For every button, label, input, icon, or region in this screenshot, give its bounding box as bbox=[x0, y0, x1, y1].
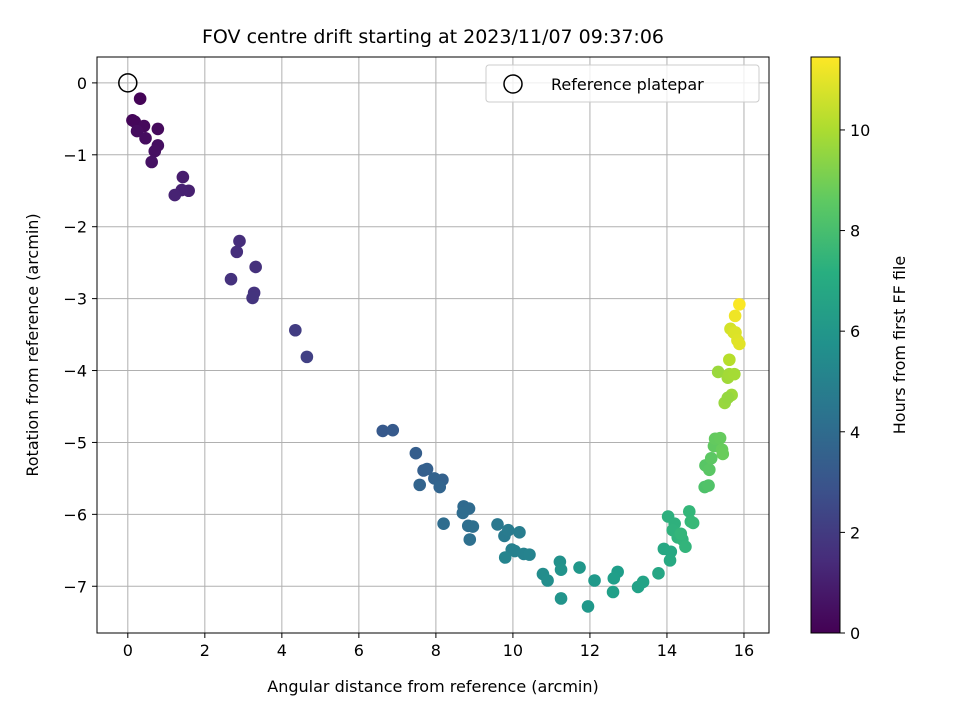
scatter-point bbox=[176, 170, 190, 184]
scatter-point bbox=[413, 478, 427, 492]
reference-point bbox=[118, 73, 138, 93]
colorbar-ticks: 0 2 4 6 8 10 bbox=[840, 121, 870, 643]
scatter-point bbox=[663, 554, 677, 567]
x-tick-label: 10 bbox=[503, 641, 523, 660]
scatter-point bbox=[554, 592, 568, 605]
y-tick-label: −6 bbox=[63, 505, 87, 524]
scatter-point bbox=[498, 551, 512, 564]
scatter-point bbox=[463, 533, 477, 546]
scatter-point bbox=[168, 188, 182, 202]
colorbar-tick-label: 0 bbox=[850, 624, 860, 643]
scatter-point bbox=[636, 575, 650, 589]
scatter-point bbox=[420, 462, 434, 476]
scatter-point bbox=[376, 424, 390, 438]
x-tick-label: 8 bbox=[431, 641, 441, 660]
x-tick-label: 0 bbox=[123, 641, 133, 660]
scatter-point bbox=[723, 353, 736, 367]
scatter-point bbox=[728, 309, 742, 323]
y-tick-label: −4 bbox=[63, 362, 87, 381]
y-tick-label: −3 bbox=[63, 290, 87, 309]
colorbar: 0 2 4 6 8 10 Hours from first FF file bbox=[810, 56, 909, 643]
legend-marker bbox=[503, 74, 523, 94]
scatter-point bbox=[145, 155, 158, 169]
x-tick-label: 6 bbox=[354, 641, 364, 660]
scatter-point bbox=[133, 92, 147, 106]
x-tick-label: 16 bbox=[734, 641, 754, 660]
x-tick-label: 14 bbox=[657, 641, 677, 660]
y-tick-label: −2 bbox=[63, 218, 87, 237]
legend-label: Reference platepar bbox=[551, 75, 704, 94]
scatter-point bbox=[607, 572, 621, 585]
scatter-point bbox=[139, 131, 152, 145]
scatter-point bbox=[674, 527, 688, 541]
scatter-point bbox=[437, 517, 450, 530]
colorbar-gradient bbox=[810, 56, 841, 634]
scatter-point bbox=[433, 480, 447, 494]
scatter-point bbox=[704, 451, 718, 465]
y-tick-label: −7 bbox=[63, 577, 87, 596]
scatter-point bbox=[573, 561, 586, 574]
colorbar-tick-label: 4 bbox=[850, 423, 860, 442]
scatter-point bbox=[703, 463, 716, 477]
scatter-point bbox=[581, 600, 595, 613]
scatter-point bbox=[300, 350, 314, 364]
x-tick-label: 12 bbox=[580, 641, 600, 660]
scatter-point bbox=[652, 567, 665, 580]
y-tick-label: −1 bbox=[63, 146, 87, 165]
scatter-point bbox=[711, 365, 725, 379]
scatter-point bbox=[733, 337, 746, 351]
colorbar-tick-label: 8 bbox=[850, 222, 860, 241]
scatter-point bbox=[130, 124, 144, 138]
x-tick-label: 4 bbox=[277, 641, 287, 660]
x-axis-label: Angular distance from reference (arcmin) bbox=[267, 677, 598, 696]
y-ticks: 0 −1 −2 −3 −4 −5 −6 −7 bbox=[63, 74, 97, 596]
scatter-point bbox=[716, 447, 730, 461]
scatter-point bbox=[501, 523, 515, 537]
scatter-point bbox=[721, 391, 735, 405]
legend-box bbox=[485, 64, 760, 103]
grid bbox=[97, 57, 769, 633]
scatter-point bbox=[682, 505, 696, 518]
scatter-point bbox=[233, 234, 246, 248]
colorbar-label: Hours from first FF file bbox=[890, 256, 909, 435]
scatter-point bbox=[246, 291, 259, 305]
scatter-point bbox=[588, 574, 601, 587]
scatter-point bbox=[148, 144, 162, 158]
scatter-point bbox=[679, 540, 692, 554]
scatter-point bbox=[386, 423, 400, 437]
colorbar-tick-label: 10 bbox=[850, 121, 870, 140]
scatter-point bbox=[491, 518, 504, 531]
scatter-point bbox=[733, 298, 746, 311]
plot-frame bbox=[96, 56, 770, 634]
scatter-point bbox=[289, 323, 302, 337]
scatter-point bbox=[409, 446, 423, 460]
scatter-point bbox=[606, 585, 620, 599]
colorbar-tick-label: 2 bbox=[850, 523, 860, 542]
y-axis-label: Rotation from reference (arcmin) bbox=[23, 213, 42, 476]
scatter-point bbox=[513, 526, 526, 539]
scatter-point bbox=[554, 563, 568, 577]
scatter-point bbox=[230, 245, 244, 259]
chart-title: FOV centre drift starting at 2023/11/07 … bbox=[202, 26, 664, 48]
scatter-point bbox=[224, 272, 238, 286]
scatter-point bbox=[151, 122, 165, 136]
scatter-point bbox=[456, 506, 470, 520]
y-tick-label: 0 bbox=[77, 74, 87, 93]
scatter-point bbox=[702, 479, 715, 492]
scatter-point bbox=[249, 260, 262, 274]
scatter-point bbox=[466, 520, 480, 533]
scatter-point bbox=[728, 367, 741, 381]
y-tick-label: −5 bbox=[63, 433, 87, 452]
x-ticks: 0 2 4 6 8 10 12 14 16 bbox=[123, 633, 754, 660]
legend: Reference platepar bbox=[485, 64, 760, 103]
scatter-points bbox=[126, 92, 746, 613]
x-tick-label: 2 bbox=[200, 641, 210, 660]
scatter-point bbox=[686, 516, 700, 530]
colorbar-tick-label: 6 bbox=[850, 322, 860, 341]
scatter-point bbox=[713, 431, 727, 445]
scatter-point bbox=[523, 548, 536, 561]
scatter-point bbox=[541, 574, 554, 587]
